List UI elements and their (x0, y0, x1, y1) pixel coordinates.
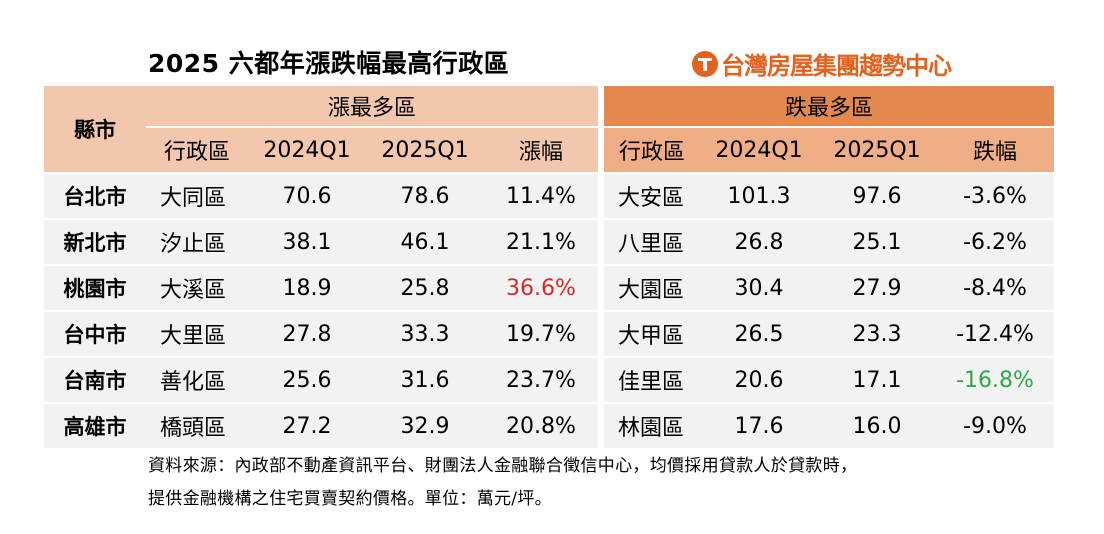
down-2025q1: 17.1 (818, 356, 936, 402)
table-row: 新北市 汐止區 38.1 46.1 21.1% 八里區 26.8 25.1 -6… (44, 218, 1054, 264)
unit-note: 提供金融機構之住宅買賣契約價格。單位：萬元/坪。 (148, 489, 552, 509)
down-2024q1: 20.6 (700, 356, 818, 402)
up-group-header: 漲最多區 (146, 86, 598, 128)
up-change: 11.4% (484, 172, 598, 218)
up-change-max: 36.6% (484, 264, 598, 310)
up-2024q1: 27.2 (248, 402, 366, 448)
down-2024q1: 30.4 (700, 264, 818, 310)
city-cell: 桃園市 (44, 264, 146, 310)
down-district: 佳里區 (604, 356, 700, 402)
down-change-header: 跌幅 (936, 128, 1054, 172)
down-district: 大安區 (604, 172, 700, 218)
down-2025q1: 27.9 (818, 264, 936, 310)
up-district: 汐止區 (146, 218, 248, 264)
up-2025q1: 25.8 (366, 264, 484, 310)
up-2024q1: 25.6 (248, 356, 366, 402)
down-change: -3.6% (936, 172, 1054, 218)
source-note: 資料來源：內政部不動產資訊平台、財團法人金融聯合徵信中心，均價採用貸款人於貸款時… (148, 456, 858, 476)
city-cell: 高雄市 (44, 402, 146, 448)
brand-name: 台灣房屋集團趨勢中心 (721, 52, 952, 80)
down-2025q1: 16.0 (818, 402, 936, 448)
down-district: 八里區 (604, 218, 700, 264)
city-column-header: 縣市 (44, 86, 146, 172)
page-title: 2025 六都年漲跌幅最高行政區 (148, 49, 510, 78)
city-cell: 台南市 (44, 356, 146, 402)
down-2025q1: 25.1 (818, 218, 936, 264)
up-change: 19.7% (484, 310, 598, 356)
table-row: 高雄市 橋頭區 27.2 32.9 20.8% 林園區 17.6 16.0 -9… (44, 402, 1054, 448)
up-2025q1: 46.1 (366, 218, 484, 264)
up-change-header: 漲幅 (484, 128, 598, 172)
down-district: 大園區 (604, 264, 700, 310)
up-district: 大溪區 (146, 264, 248, 310)
down-2024q1: 26.8 (700, 218, 818, 264)
down-group-header: 跌最多區 (604, 86, 1054, 128)
table-row: 台北市 大同區 70.6 78.6 11.4% 大安區 101.3 97.6 -… (44, 172, 1054, 218)
down-2025q1-header: 2025Q1 (818, 128, 936, 172)
up-change: 20.8% (484, 402, 598, 448)
down-2024q1: 26.5 (700, 310, 818, 356)
price-change-table: 縣市 漲最多區 跌最多區 行政區 2024Q1 2025Q1 漲幅 行政區 20… (44, 86, 1054, 448)
up-change: 23.7% (484, 356, 598, 402)
table-row: 台南市 善化區 25.6 31.6 23.7% 佳里區 20.6 17.1 -1… (44, 356, 1054, 402)
down-change: -9.0% (936, 402, 1054, 448)
up-2024q1-header: 2024Q1 (248, 128, 366, 172)
up-2024q1: 18.9 (248, 264, 366, 310)
down-district: 林園區 (604, 402, 700, 448)
down-change: -8.4% (936, 264, 1054, 310)
down-2025q1: 97.6 (818, 172, 936, 218)
down-2024q1-header: 2024Q1 (700, 128, 818, 172)
down-change: -12.4% (936, 310, 1054, 356)
up-district: 大里區 (146, 310, 248, 356)
brand-emblem-icon (692, 50, 718, 77)
city-cell: 台北市 (44, 172, 146, 218)
up-2025q1: 32.9 (366, 402, 484, 448)
down-district: 大甲區 (604, 310, 700, 356)
up-district: 大同區 (146, 172, 248, 218)
up-2025q1: 78.6 (366, 172, 484, 218)
down-2024q1: 101.3 (700, 172, 818, 218)
up-2025q1-header: 2025Q1 (366, 128, 484, 172)
up-2025q1: 31.6 (366, 356, 484, 402)
up-district-header: 行政區 (146, 128, 248, 172)
up-2025q1: 33.3 (366, 310, 484, 356)
up-2024q1: 70.6 (248, 172, 366, 218)
down-district-header: 行政區 (604, 128, 700, 172)
up-2024q1: 27.8 (248, 310, 366, 356)
up-district: 橋頭區 (146, 402, 248, 448)
down-change: -6.2% (936, 218, 1054, 264)
city-cell: 台中市 (44, 310, 146, 356)
up-change: 21.1% (484, 218, 598, 264)
city-cell: 新北市 (44, 218, 146, 264)
down-2024q1: 17.6 (700, 402, 818, 448)
up-district: 善化區 (146, 356, 248, 402)
brand-logo: 台灣房屋集團趨勢中心 (692, 46, 952, 81)
down-2025q1: 23.3 (818, 310, 936, 356)
down-change-max: -16.8% (936, 356, 1054, 402)
up-2024q1: 38.1 (248, 218, 366, 264)
table-row: 台中市 大里區 27.8 33.3 19.7% 大甲區 26.5 23.3 -1… (44, 310, 1054, 356)
table-row: 桃園市 大溪區 18.9 25.8 36.6% 大園區 30.4 27.9 -8… (44, 264, 1054, 310)
